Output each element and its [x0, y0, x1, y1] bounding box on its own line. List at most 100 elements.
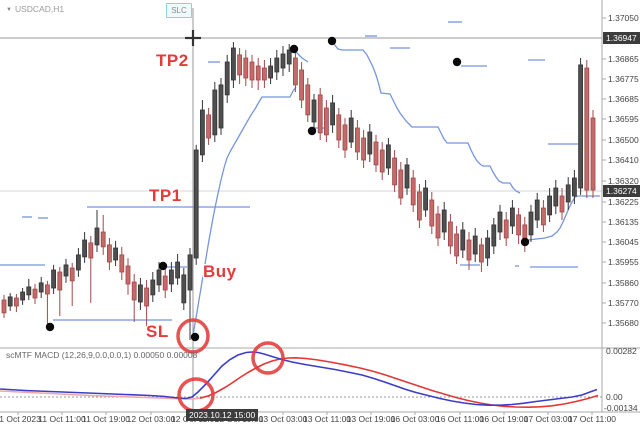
bear-candle — [379, 149, 385, 173]
bull-candle — [20, 291, 26, 301]
bull-candle — [280, 53, 286, 69]
bear-candle — [559, 195, 565, 213]
bear-candle — [100, 231, 106, 248]
bull-candle — [491, 224, 497, 247]
bear-candle — [454, 233, 460, 257]
price-axis-label: 1.35860 — [608, 277, 639, 288]
symbol-title-text: USDCAD,H1 — [14, 4, 65, 14]
bull-candle — [63, 264, 69, 277]
price-axis-label: 1.36685 — [608, 93, 639, 104]
price-axis-label: 1.37050 — [608, 12, 639, 23]
highlight-circle — [177, 377, 215, 413]
price-axis-label: 1.36045 — [608, 236, 639, 247]
bull-candle — [137, 284, 143, 303]
bull-candle — [212, 89, 218, 136]
bear-candle — [69, 267, 75, 282]
bull-candle — [528, 211, 534, 236]
bear-candle — [125, 265, 131, 285]
bear-candle — [261, 67, 267, 81]
bear-candle — [305, 84, 311, 116]
bear-candle — [206, 114, 212, 139]
highlight-circle — [251, 341, 285, 375]
chevron-down-icon: ▼ — [6, 7, 12, 13]
time-axis-label: 11 Oct 2023 — [0, 414, 41, 424]
current-price-badge: 1.36274 — [603, 185, 640, 197]
bull-candle — [472, 235, 478, 255]
bull-candle — [348, 117, 354, 143]
tp1-label: TP1 — [149, 186, 182, 205]
time-axis-label: 16 Oct 03:00 — [390, 414, 440, 424]
bear-candle — [299, 69, 305, 101]
bull-candle — [168, 269, 174, 285]
price-axis-label: 1.35770 — [608, 297, 639, 308]
highlight-circle — [176, 318, 210, 354]
bear-candle — [361, 137, 367, 161]
bull-candle — [38, 282, 44, 293]
bull-candle — [547, 195, 552, 216]
time-axis-label: 16 Oct 19:00 — [479, 414, 529, 424]
bear-candle — [1, 299, 7, 314]
bear-candle — [255, 65, 261, 81]
bear-candle — [478, 244, 484, 263]
slc-button[interactable]: SLC — [166, 3, 192, 18]
bear-candle — [410, 177, 416, 206]
time-axis-label: 11 Oct 11:00 — [38, 414, 86, 424]
bull-candle — [485, 237, 491, 259]
price-axis-label: 1.36500 — [608, 134, 639, 145]
time-axis-label: 17 Oct 03:00 — [523, 414, 573, 424]
time-axis-label: 13 Oct 11:00 — [302, 414, 352, 424]
bull-candle — [509, 207, 515, 227]
bear-candle — [237, 54, 243, 76]
bull-candle — [330, 102, 336, 126]
price-axis-label: 1.36135 — [608, 216, 639, 227]
bull-candle — [175, 261, 181, 279]
price-axis-label: 1.35680 — [608, 317, 639, 328]
bear-candle — [342, 124, 348, 151]
bear-candle — [292, 57, 298, 86]
bear-candle — [503, 219, 509, 239]
bear-candle — [354, 127, 360, 153]
bull-candle — [534, 199, 540, 221]
bear-candle — [541, 207, 546, 226]
buy-label: Buy — [203, 262, 237, 281]
trailing-stop-line — [295, 51, 309, 63]
crosshair-price-badge: 1.36947 — [603, 32, 640, 44]
price-axis-label: 1.36595 — [608, 113, 639, 124]
bear-candle — [45, 284, 50, 295]
bear-candle — [447, 221, 453, 247]
trail-flip-dot — [327, 36, 337, 46]
bull-candle — [26, 286, 32, 296]
symbol-title[interactable]: ▼ USDCAD,H1 — [6, 4, 64, 14]
bear-candle — [88, 242, 94, 259]
macd-indicator-label: scMTF MACD (12,26,9,0.0,0.0,1) 0.00050 0… — [6, 350, 198, 360]
bull-candle — [156, 269, 162, 286]
price-axis-label: 1.36320 — [608, 175, 639, 186]
bear-candle — [584, 67, 590, 191]
bull-candle — [404, 164, 410, 189]
bull-candle — [7, 296, 13, 307]
price-axis-label: 1.36410 — [608, 154, 639, 165]
bear-candle — [516, 214, 521, 236]
trailing-stop-line — [527, 195, 600, 241]
bull-candle — [187, 254, 193, 291]
bull-candle — [572, 177, 577, 197]
trailing-stop-line — [192, 86, 297, 336]
bull-candle — [441, 209, 447, 233]
bull-candle — [497, 211, 503, 233]
bull-candle — [268, 65, 274, 79]
bull-candle — [460, 229, 466, 251]
trail-flip-dot — [190, 332, 200, 342]
bull-candle — [76, 254, 81, 271]
macd-signal-line — [199, 356, 599, 409]
bear-candle — [336, 114, 342, 141]
bear-candle — [323, 107, 329, 136]
bear-candle — [392, 157, 398, 186]
tp2-label: TP2 — [156, 51, 189, 70]
bull-candle — [565, 184, 571, 203]
macd-axis-min: -0.00134 — [604, 403, 638, 413]
trail-flip-dot — [307, 126, 317, 136]
bear-candle — [119, 254, 125, 273]
bear-candle — [435, 213, 441, 239]
bull-candle — [553, 187, 559, 207]
